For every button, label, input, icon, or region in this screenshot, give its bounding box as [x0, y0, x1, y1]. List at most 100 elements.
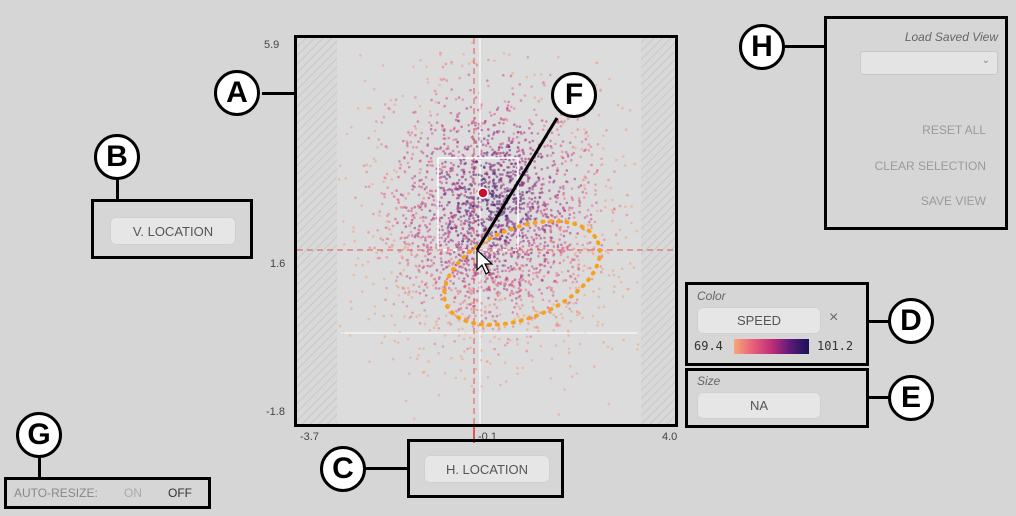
- scatter-point: [390, 245, 394, 248]
- scatter-point: [535, 113, 538, 117]
- scatter-point: [449, 279, 452, 283]
- scatter-point: [528, 196, 531, 200]
- scatter-point: [493, 123, 497, 127]
- scatter-point: [591, 251, 594, 254]
- scatter-point: [493, 335, 496, 339]
- scatter-point: [361, 290, 364, 293]
- scatter-point: [495, 185, 499, 188]
- scatter-point: [497, 148, 500, 152]
- v-location-button[interactable]: V. LOCATION: [110, 217, 236, 245]
- scatter-point: [435, 320, 438, 323]
- saved-view-select[interactable]: ⌄: [860, 51, 998, 75]
- scatter-point: [430, 259, 433, 262]
- scatter-point: [495, 175, 499, 178]
- scatter-point: [555, 200, 558, 204]
- scatter-point: [451, 182, 455, 185]
- scatter-point: [574, 251, 577, 255]
- scatter-point: [540, 211, 543, 215]
- scatter-point: [506, 186, 509, 190]
- color-field-button[interactable]: SPEED: [697, 307, 821, 334]
- scatter-point: [353, 239, 356, 243]
- scatter-point: [567, 351, 571, 355]
- scatter-point: [399, 193, 403, 196]
- scatter-point: [516, 146, 520, 149]
- scatter-point: [432, 277, 435, 281]
- scatter-point: [466, 316, 470, 320]
- scatter-point: [546, 271, 550, 275]
- scatter-point: [513, 107, 516, 110]
- scatter-point: [509, 238, 512, 242]
- scatter-point: [452, 250, 456, 254]
- scatter-point: [572, 272, 575, 276]
- scatter-point: [385, 286, 388, 290]
- scatter-point: [608, 77, 611, 81]
- scatter-point: [500, 213, 504, 216]
- scatter-point: [453, 223, 457, 227]
- size-field-button[interactable]: NA: [697, 392, 821, 419]
- auto-resize-on[interactable]: ON: [124, 486, 142, 500]
- scatter-point: [399, 163, 403, 166]
- scatter-point: [502, 151, 505, 155]
- scatter-point: [511, 280, 514, 283]
- scatter-point: [373, 129, 377, 133]
- scatter-point: [368, 360, 371, 364]
- scatter-point: [513, 222, 517, 226]
- scatter-point: [410, 131, 414, 134]
- scatter-point: [595, 209, 599, 213]
- scatter-point: [457, 165, 460, 168]
- scatter-point: [518, 168, 521, 172]
- scatter-point: [492, 151, 496, 154]
- scatter-point: [518, 192, 522, 196]
- reset-all-button[interactable]: RESET ALL: [922, 123, 986, 137]
- scatter-point: [464, 188, 467, 191]
- scatter-point: [499, 383, 502, 387]
- scatter-point: [570, 187, 574, 190]
- scatter-point: [603, 238, 606, 241]
- scatter-point: [496, 274, 500, 277]
- scatter-point: [577, 258, 580, 262]
- clear-selection-button[interactable]: CLEAR SELECTION: [874, 159, 986, 173]
- scatter-point: [453, 340, 456, 343]
- scatter-point: [496, 257, 499, 261]
- scatter-point: [476, 108, 480, 112]
- scatter-point: [470, 182, 473, 186]
- scatter-point: [560, 270, 564, 274]
- scatter-point: [531, 202, 534, 206]
- scatter-plot[interactable]: [297, 38, 675, 424]
- scatter-point: [471, 214, 474, 217]
- save-view-button[interactable]: SAVE VIEW: [920, 194, 986, 208]
- scatter-point: [533, 73, 536, 77]
- scatter-point: [520, 132, 523, 136]
- scatter-point: [533, 160, 536, 163]
- scatter-point: [485, 278, 488, 281]
- scatter-point: [589, 213, 593, 217]
- scatter-point: [615, 158, 618, 162]
- scatter-point: [516, 366, 519, 370]
- auto-resize-off[interactable]: OFF: [168, 486, 192, 500]
- scatter-point: [525, 263, 528, 267]
- scatter-point: [480, 385, 483, 388]
- scatter-point: [527, 281, 531, 284]
- scatter-point: [489, 213, 493, 216]
- scatter-point: [509, 175, 513, 178]
- scatter-point: [497, 223, 501, 227]
- scatter-point: [492, 216, 495, 220]
- scatter-point: [603, 205, 607, 209]
- scatter-point: [445, 277, 449, 281]
- scatter-point: [583, 128, 586, 131]
- scatter-point: [588, 266, 592, 270]
- scatter-point: [524, 280, 527, 283]
- scatter-point: [501, 173, 504, 176]
- remove-color-icon[interactable]: ×: [829, 309, 839, 326]
- scatter-point: [459, 307, 463, 310]
- scatter-point: [470, 308, 473, 311]
- scatter-point: [400, 274, 404, 277]
- scatter-point: [571, 375, 574, 378]
- scatter-point: [462, 263, 466, 266]
- scatter-point: [524, 160, 527, 164]
- scatter-point: [542, 228, 545, 231]
- scatter-point: [470, 234, 473, 238]
- scatter-point: [614, 233, 618, 236]
- h-location-button[interactable]: H. LOCATION: [424, 455, 550, 483]
- scatter-point: [515, 297, 518, 300]
